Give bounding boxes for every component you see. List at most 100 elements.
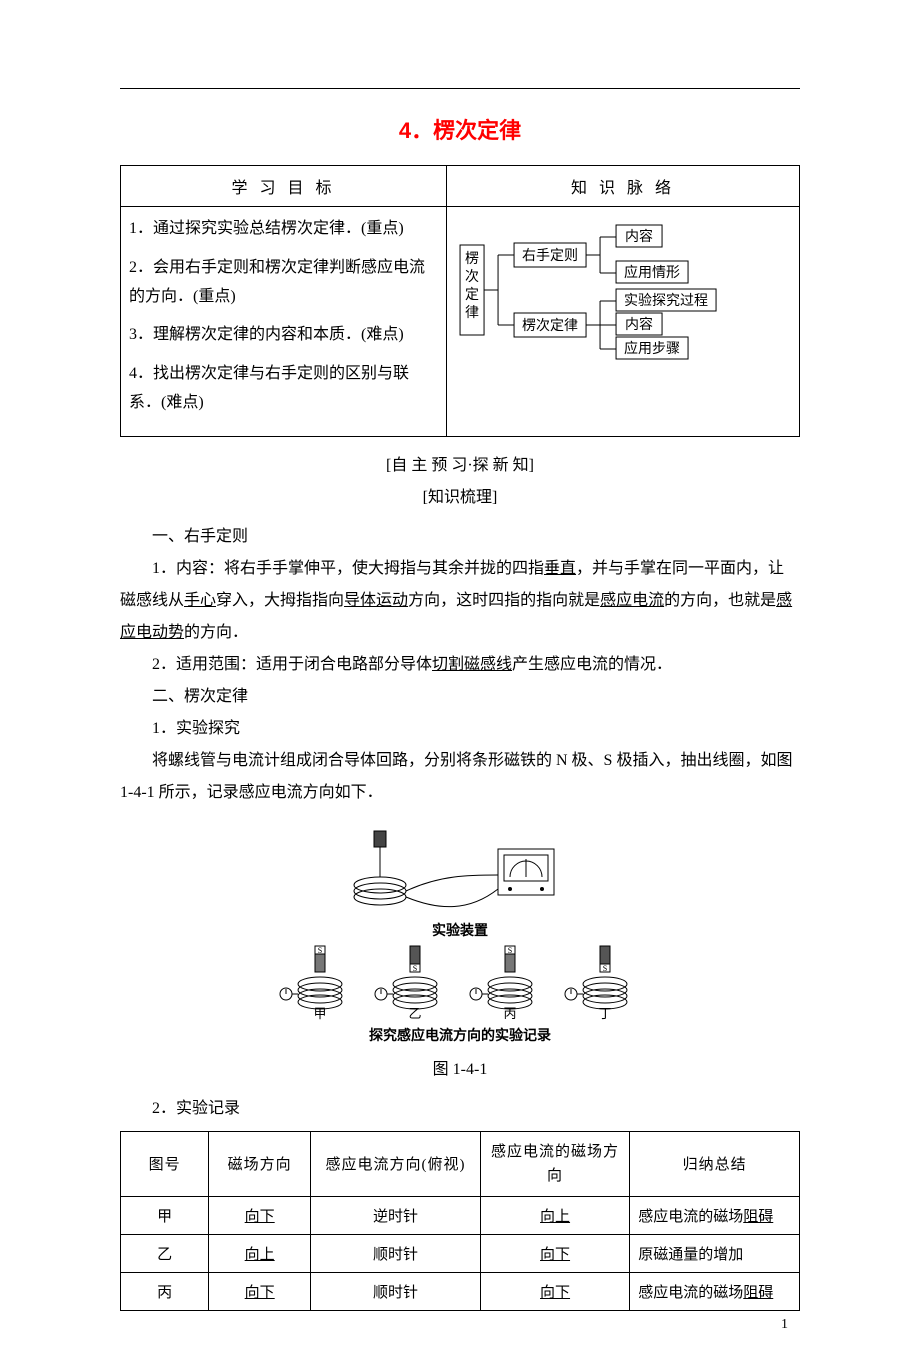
figure-label-1: 实验装置 <box>120 920 800 940</box>
col-header: 感应电流方向(俯视) <box>311 1131 481 1196</box>
figure-wrap: 实验装置 S 甲 <box>120 825 800 1045</box>
col-header: 感应电流的磁场方向 <box>480 1131 629 1196</box>
paragraph: 将螺线管与电流计组成闭合导体回路，分别将条形磁铁的 N 极、S 极插入，抽出线圈… <box>120 745 800 809</box>
body-text: 一、右手定则 1．内容：将右手手掌伸平，使大拇指与其余并拢的四指垂直，并与手掌在… <box>120 521 800 809</box>
svg-text:S: S <box>508 946 512 955</box>
svg-text:S: S <box>318 946 322 955</box>
underline: 向上 <box>540 1209 570 1225</box>
coil-label: 丁 <box>598 1006 611 1020</box>
knowledge-diagram-cell: 楞 次 定 律 右手定则 楞次定律 <box>446 207 799 437</box>
body-text: 2．实验记录 <box>120 1093 800 1125</box>
underline: 切割磁感线 <box>432 656 512 673</box>
objective-item: 2．会用右手定则和楞次定律判断感应电流的方向．(重点) <box>129 254 438 312</box>
cell: 甲 <box>121 1196 209 1234</box>
text: 穿入，大拇指指向 <box>216 592 344 609</box>
cell: 感应电流的磁场阻碍 <box>630 1196 800 1234</box>
page-title: 4．楞次定律 <box>120 113 800 145</box>
diagram-leaf: 应用情形 <box>624 264 680 281</box>
text: 原磁通量的增加 <box>638 1247 743 1263</box>
text: 感应电流的磁场 <box>638 1209 743 1225</box>
col-header-objectives: 学 习 目 标 <box>121 166 447 207</box>
section-zs-header: [知识梳理] <box>120 483 800 507</box>
objective-item: 3．理解楞次定律的内容和本质．(难点) <box>129 321 438 350</box>
heading-s1: 一、右手定则 <box>120 521 800 553</box>
text: 1．内容：将右手手掌伸平，使大拇指与其余并拢的四指 <box>152 560 544 577</box>
diagram-leaf: 内容 <box>625 316 653 333</box>
underline: 向下 <box>245 1209 275 1225</box>
underline: 向下 <box>540 1285 570 1301</box>
top-rule <box>120 88 800 89</box>
col-header: 图号 <box>121 1131 209 1196</box>
coil-unit: S 丙 <box>470 946 532 1020</box>
objective-item: 1．通过探究实验总结楞次定律．(重点) <box>129 215 438 244</box>
section-preview-header: [自 主 预 习·探 新 知] <box>120 451 800 475</box>
cell: 向上 <box>480 1196 629 1234</box>
cell: 向下 <box>209 1272 311 1310</box>
coil-unit: S 甲 <box>280 946 342 1020</box>
coil-label: 甲 <box>313 1006 326 1020</box>
heading-s2-2: 2．实验记录 <box>120 1093 800 1125</box>
underline: 阻碍 <box>743 1285 773 1301</box>
col-header: 磁场方向 <box>209 1131 311 1196</box>
svg-text:S: S <box>413 964 417 973</box>
coil-label: 乙 <box>408 1006 421 1020</box>
underline: 导体运动 <box>344 592 408 609</box>
page: 4．楞次定律 学 习 目 标 知 识 脉 络 1．通过探究实验总结楞次定律．(重… <box>0 0 920 1351</box>
objectives-table: 学 习 目 标 知 识 脉 络 1．通过探究实验总结楞次定律．(重点) 2．会用… <box>120 165 800 437</box>
figure-coils: S 甲 S 乙 <box>270 940 650 1020</box>
experiment-table: 图号 磁场方向 感应电流方向(俯视) 感应电流的磁场方向 归纳总结 甲 向下 逆… <box>120 1131 800 1311</box>
text: 感应电流的磁场 <box>638 1285 743 1301</box>
page-number: 1 <box>781 1317 788 1333</box>
underline: 感应电流 <box>600 592 664 609</box>
diagram-root-char: 楞 <box>465 251 479 267</box>
cell: 原磁通量的增加 <box>630 1234 800 1272</box>
diagram-leaf: 内容 <box>625 228 653 245</box>
text: 的方向． <box>184 624 248 641</box>
heading-s2: 二、楞次定律 <box>120 681 800 713</box>
diagram-root-char: 律 <box>465 305 479 321</box>
cell: 顺时针 <box>311 1234 481 1272</box>
diagram-branch1-label: 右手定则 <box>522 248 578 264</box>
cell: 向下 <box>209 1196 311 1234</box>
underline: 向下 <box>540 1247 570 1263</box>
cell: 感应电流的磁场阻碍 <box>630 1272 800 1310</box>
coil-unit: S 乙 <box>375 946 437 1020</box>
text: 2．适用范围：适用于闭合电路部分导体 <box>152 656 432 673</box>
coil-label: 丙 <box>503 1006 516 1020</box>
cell: 丙 <box>121 1272 209 1310</box>
col-header: 归纳总结 <box>630 1131 800 1196</box>
table-row: 乙 向上 顺时针 向下 原磁通量的增加 <box>121 1234 800 1272</box>
diagram-leaf: 实验探究过程 <box>624 293 708 309</box>
diagram-leaf: 应用步骤 <box>624 340 680 357</box>
figure-apparatus <box>310 825 610 915</box>
knowledge-diagram: 楞 次 定 律 右手定则 楞次定律 <box>455 215 791 365</box>
objective-item: 4．找出楞次定律与右手定则的区别与联系．(难点) <box>129 360 438 418</box>
table-header-row: 图号 磁场方向 感应电流方向(俯视) 感应电流的磁场方向 归纳总结 <box>121 1131 800 1196</box>
figure-label-2: 探究感应电流方向的实验记录 <box>120 1025 800 1045</box>
coil-unit: S 丁 <box>565 946 627 1020</box>
paragraph: 2．适用范围：适用于闭合电路部分导体切割磁感线产生感应电流的情况． <box>120 649 800 681</box>
table-row: 1．通过探究实验总结楞次定律．(重点) 2．会用右手定则和楞次定律判断感应电流的… <box>121 207 800 437</box>
cell: 乙 <box>121 1234 209 1272</box>
table-row: 丙 向下 顺时针 向下 感应电流的磁场阻碍 <box>121 1272 800 1310</box>
figure-caption: 图 1-4-1 <box>120 1055 800 1079</box>
underline: 手心 <box>184 592 216 609</box>
heading-s2-1: 1．实验探究 <box>120 713 800 745</box>
text: 方向，这时四指的指向就是 <box>408 592 600 609</box>
underline: 垂直 <box>544 560 576 577</box>
cell: 向上 <box>209 1234 311 1272</box>
underline: 阻碍 <box>743 1209 773 1225</box>
cell: 向下 <box>480 1234 629 1272</box>
table-header-row: 学 习 目 标 知 识 脉 络 <box>121 166 800 207</box>
col-header-knowledge: 知 识 脉 络 <box>446 166 799 207</box>
cell: 顺时针 <box>311 1272 481 1310</box>
diagram-root-char: 次 <box>465 269 479 285</box>
underline: 向下 <box>245 1285 275 1301</box>
underline: 向上 <box>245 1247 275 1263</box>
svg-text:S: S <box>603 964 607 973</box>
paragraph: 1．内容：将右手手掌伸平，使大拇指与其余并拢的四指垂直，并与手掌在同一平面内，让… <box>120 553 800 649</box>
diagram-root-char: 定 <box>465 287 479 303</box>
text: 产生感应电流的情况． <box>512 656 672 673</box>
cell: 向下 <box>480 1272 629 1310</box>
text: 的方向，也就是 <box>664 592 776 609</box>
